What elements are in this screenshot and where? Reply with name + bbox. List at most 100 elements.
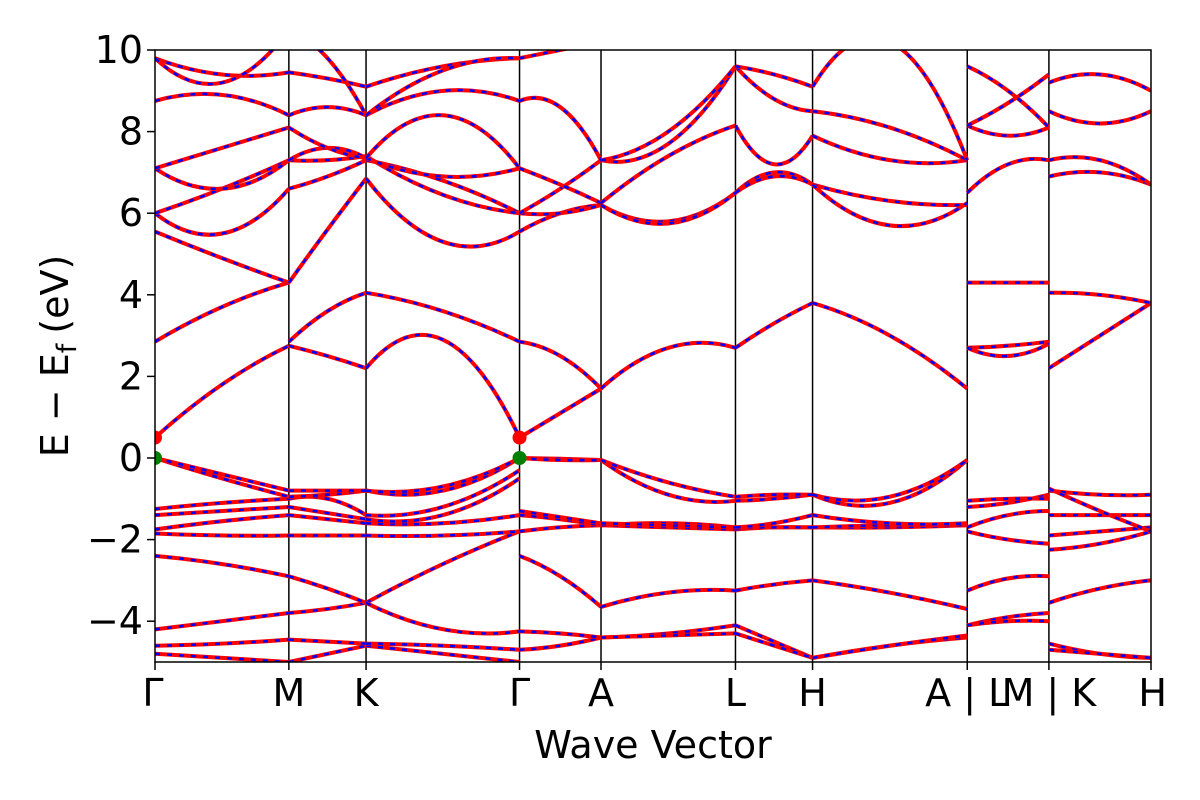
band-line-spin-down (734, 174, 814, 194)
band-line-spin-down (518, 159, 602, 215)
x-tick-label: K (354, 671, 380, 715)
y-tick-label: 6 (119, 191, 143, 235)
band-edge-markers (155, 430, 527, 465)
band-line-spin-down (155, 456, 290, 492)
band-line-spin-up (812, 109, 969, 162)
y-tick-label: 10 (95, 28, 143, 72)
band-line-spin-down (155, 554, 290, 578)
band-line-spin-down (365, 113, 521, 170)
y-tick-label: 0 (119, 436, 143, 480)
band-line-spin-down (317, 50, 368, 116)
band-line-spin-down (1048, 489, 1151, 497)
band-line-spin-up (812, 458, 969, 503)
band-line-spin-down (155, 50, 274, 86)
band-line-spin-up (365, 156, 521, 179)
band-line-spin-down (734, 65, 813, 113)
band-line-spin-up (364, 113, 522, 170)
band-line-spin-down (519, 203, 602, 216)
x-tick-label: A (588, 671, 614, 715)
band-line-spin-up (364, 55, 520, 117)
band-line-spin-up (600, 458, 736, 499)
plot-frame (154, 49, 1152, 663)
band-line-spin-up (155, 343, 290, 440)
band-line-spin-up (365, 476, 521, 524)
band-line-spin-down (287, 177, 368, 284)
band-line-spin-down (600, 522, 736, 529)
band-line-spin-up (811, 133, 968, 166)
band-line-spin-up (364, 332, 522, 439)
band-line-spin-down (155, 126, 290, 170)
band-line-spin-down (966, 530, 1049, 545)
band-line-spin-down (366, 513, 520, 526)
band-line-spin-down (155, 611, 290, 631)
band-line-spin-up (155, 91, 290, 118)
band-line-spin-up (155, 651, 290, 662)
band-line-spin-down (155, 513, 289, 531)
band-line-spin-up (287, 290, 367, 344)
band-line-spin-down (155, 652, 289, 662)
band-line-spin-up (519, 50, 571, 61)
band-line-spin-down (966, 509, 1049, 529)
band-line-spin-down (519, 630, 602, 639)
band-line-spin-down (366, 530, 520, 538)
band-line-spin-up (600, 65, 738, 164)
band-line-spin-down (365, 156, 520, 179)
band-line-spin-down (600, 458, 736, 499)
band-line-spin-up (365, 456, 521, 494)
band-line-spin-up (365, 290, 521, 344)
band-line-spin-down (1048, 526, 1151, 537)
band-line-spin-down (155, 230, 290, 284)
band-line-spin-down (155, 57, 290, 78)
band-line-spin-down (966, 574, 1049, 592)
band-line-spin-up (518, 554, 603, 609)
band-line-spin-down (1048, 648, 1151, 660)
band-line-spin-down (812, 109, 968, 162)
band-line-spin-down (966, 611, 1049, 627)
band-line-spin-up (733, 124, 815, 167)
band-line-spin-down (967, 497, 1049, 503)
band-line-spin-up (812, 301, 969, 391)
vbm-marker (512, 451, 527, 465)
band-line-spin-down (519, 456, 602, 462)
band-line-spin-down (600, 588, 736, 609)
band-line-spin-up (365, 468, 521, 518)
band-line-spin-down (966, 157, 1050, 194)
band-line-spin-down (735, 579, 813, 592)
band-line-spin-down (288, 638, 367, 645)
band-line-spin-down (966, 342, 1050, 358)
band-line-spin-up (155, 553, 290, 579)
x-axis-ticks: Γ M K Γ A L H A | LM | K H (142, 662, 1167, 716)
band-line-spin-down (365, 291, 521, 343)
band-line-spin-down (735, 493, 813, 503)
band-line-spin-down (519, 509, 602, 525)
y-tick-label: −2 (87, 518, 143, 562)
band-line-spin-up (365, 529, 521, 605)
band-line-spin-up (365, 456, 521, 497)
band-line-spin-down (811, 183, 968, 228)
band-line-spin-up (812, 633, 968, 660)
band-line-spin-up (599, 191, 737, 226)
band-line-spin-up (365, 88, 521, 118)
band-line-spin-down (288, 71, 367, 88)
band-line-spin-up (600, 631, 736, 640)
band-line-spin-down (288, 159, 367, 190)
band-line-spin-down (812, 301, 968, 390)
band-line-spin-down (600, 65, 737, 162)
y-axis-label-unit: (eV) (33, 255, 77, 334)
band-line-spin-up (812, 513, 968, 527)
band-line-spin-up (155, 187, 291, 237)
band-line-spin-up (812, 578, 968, 611)
band-line-spin-down (1048, 110, 1151, 125)
y-tick-label: 4 (119, 273, 143, 317)
band-line-spin-down (735, 65, 814, 88)
x-tick-label: A | L (925, 671, 1009, 716)
band-line-spin-down (734, 124, 814, 166)
kpoint-divider-lines (288, 50, 1050, 662)
x-tick-label: H (1138, 671, 1167, 715)
band-line-spin-down (966, 73, 1050, 127)
band-line-spin-down (288, 575, 367, 604)
x-tick-label: M (272, 671, 305, 715)
band-line-spin-up (155, 125, 290, 171)
band-line-spin-down (967, 619, 1049, 627)
band-line-spin-down (1048, 291, 1151, 305)
